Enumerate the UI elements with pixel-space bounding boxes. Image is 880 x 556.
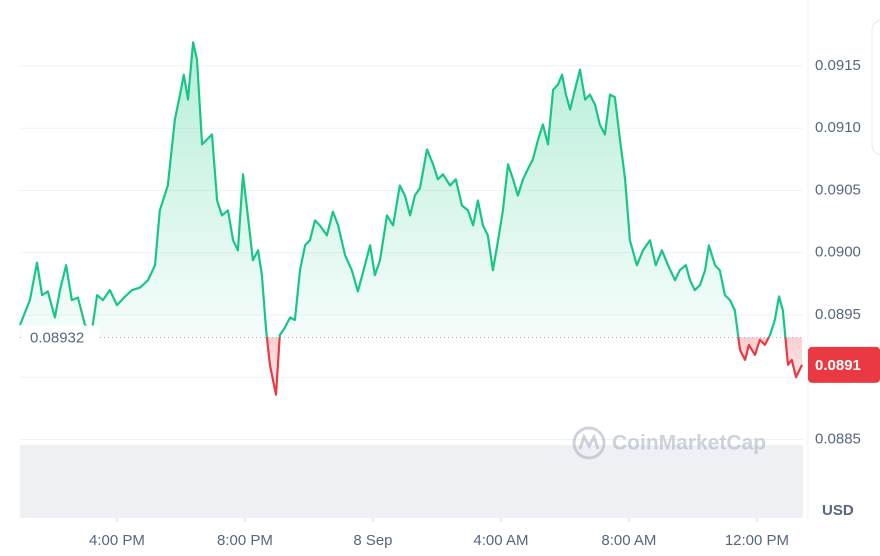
baseline-label-box	[22, 325, 100, 350]
x-tick-label: 8 Sep	[353, 532, 392, 549]
x-tick-label: 4:00 PM	[89, 532, 145, 549]
x-tick-label: 8:00 PM	[217, 532, 273, 549]
watermark: CoinMarketCap	[572, 426, 766, 460]
volume-area	[20, 445, 803, 518]
x-tick-label: 4:00 AM	[473, 532, 528, 549]
side-panel	[871, 19, 880, 156]
watermark-text: CoinMarketCap	[612, 432, 766, 455]
price-area	[20, 42, 802, 395]
price-line	[18, 41, 803, 396]
x-tick-label: 8:00 AM	[601, 532, 656, 549]
y-unit: USD	[822, 502, 854, 519]
y-tick-label: 0.0910	[815, 119, 861, 136]
last-price-label: 0.0891	[815, 357, 861, 374]
last-price-box	[808, 346, 880, 383]
y-tick-label: 0.0885	[815, 431, 861, 448]
y-tick-label: 0.0895	[815, 306, 861, 323]
y-tick-label: 0.0915	[815, 57, 861, 74]
y-tick-label: 0.0900	[815, 244, 861, 261]
y-tick-label: 0.0905	[815, 181, 861, 198]
x-tick-label: 12:00 PM	[725, 532, 789, 549]
baseline-label: 0.08932	[30, 329, 84, 346]
